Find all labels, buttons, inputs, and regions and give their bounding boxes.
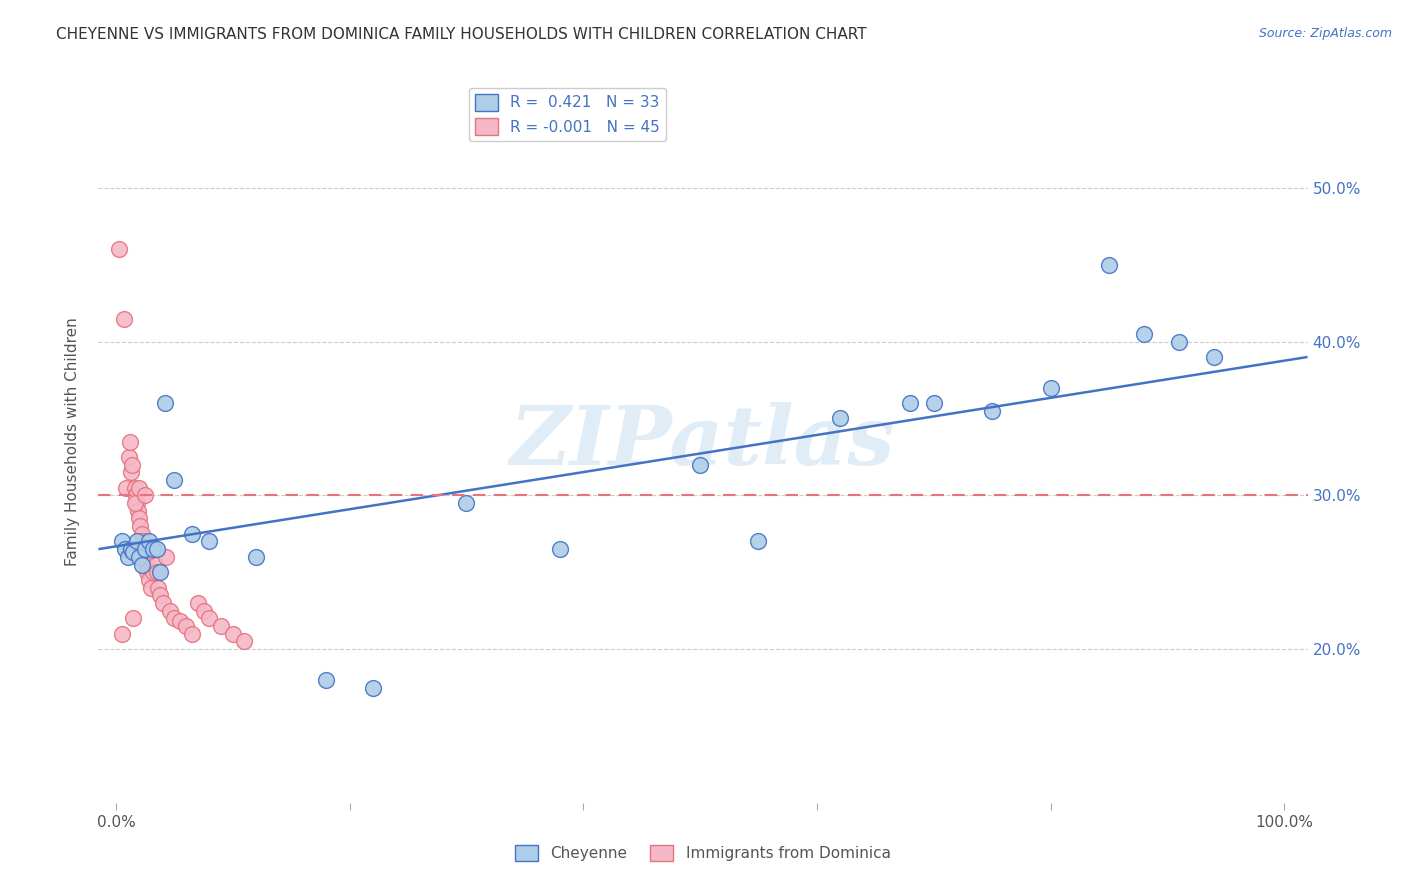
Point bbox=[127, 504, 149, 518]
Legend: Cheyenne, Immigrants from Dominica: Cheyenne, Immigrants from Dominica bbox=[509, 838, 897, 867]
Point bbox=[112, 311, 135, 326]
Point bbox=[136, 565, 159, 579]
Point bbox=[128, 511, 150, 525]
Point bbox=[1039, 381, 1062, 395]
Point bbox=[138, 573, 160, 587]
Point bbox=[122, 545, 145, 559]
Point bbox=[163, 611, 186, 625]
Point bbox=[118, 450, 141, 464]
Point bbox=[233, 634, 256, 648]
Y-axis label: Family Households with Children: Family Households with Children bbox=[65, 318, 80, 566]
Point bbox=[152, 596, 174, 610]
Point bbox=[174, 619, 197, 633]
Point bbox=[134, 542, 156, 557]
Point bbox=[125, 488, 148, 502]
Point bbox=[134, 488, 156, 502]
Point bbox=[129, 519, 152, 533]
Point bbox=[124, 481, 146, 495]
Point bbox=[361, 681, 384, 695]
Text: ZIPatlas: ZIPatlas bbox=[510, 401, 896, 482]
Point bbox=[198, 611, 221, 625]
Point bbox=[149, 588, 172, 602]
Text: CHEYENNE VS IMMIGRANTS FROM DOMINICA FAMILY HOUSEHOLDS WITH CHILDREN CORRELATION: CHEYENNE VS IMMIGRANTS FROM DOMINICA FAM… bbox=[56, 27, 868, 42]
Point bbox=[222, 626, 245, 640]
Point bbox=[981, 404, 1004, 418]
Point bbox=[118, 542, 141, 557]
Point bbox=[747, 534, 769, 549]
Point bbox=[1133, 326, 1156, 341]
Point bbox=[124, 496, 146, 510]
Point bbox=[1204, 350, 1226, 364]
Point bbox=[115, 481, 138, 495]
Point bbox=[108, 243, 131, 257]
Point bbox=[118, 434, 141, 449]
Point bbox=[131, 526, 153, 541]
Point bbox=[125, 534, 148, 549]
Point bbox=[315, 673, 337, 687]
Point bbox=[132, 542, 155, 557]
Point bbox=[245, 549, 267, 564]
Point bbox=[1098, 258, 1121, 272]
Point bbox=[138, 534, 160, 549]
Point bbox=[139, 581, 162, 595]
Point bbox=[198, 534, 221, 549]
Point bbox=[121, 458, 143, 472]
Point bbox=[180, 626, 202, 640]
Point bbox=[456, 496, 478, 510]
Point bbox=[122, 611, 145, 625]
Point bbox=[145, 558, 167, 572]
Point bbox=[128, 481, 150, 495]
Point bbox=[128, 549, 150, 564]
Point bbox=[131, 558, 153, 572]
Point bbox=[120, 542, 142, 557]
Point bbox=[209, 619, 232, 633]
Point bbox=[146, 565, 169, 579]
Point bbox=[146, 542, 169, 557]
Point bbox=[163, 473, 186, 487]
Point bbox=[187, 596, 209, 610]
Point bbox=[111, 626, 134, 640]
Point bbox=[142, 565, 165, 579]
Point bbox=[898, 396, 921, 410]
Text: Source: ZipAtlas.com: Source: ZipAtlas.com bbox=[1258, 27, 1392, 40]
Point bbox=[111, 534, 134, 549]
Point bbox=[159, 604, 181, 618]
Point bbox=[149, 565, 172, 579]
Point bbox=[117, 549, 139, 564]
Point bbox=[548, 542, 571, 557]
Point bbox=[169, 615, 191, 629]
Point bbox=[125, 496, 148, 510]
Point bbox=[689, 458, 711, 472]
Point bbox=[134, 549, 156, 564]
Point bbox=[146, 581, 169, 595]
Point bbox=[135, 558, 157, 572]
Point bbox=[1168, 334, 1191, 349]
Point bbox=[193, 604, 215, 618]
Point bbox=[155, 549, 177, 564]
Point bbox=[120, 465, 142, 479]
Point bbox=[180, 526, 202, 541]
Point bbox=[153, 396, 176, 410]
Point bbox=[142, 542, 165, 557]
Point bbox=[132, 534, 155, 549]
Point bbox=[114, 542, 136, 557]
Point bbox=[922, 396, 945, 410]
Point bbox=[830, 411, 852, 425]
